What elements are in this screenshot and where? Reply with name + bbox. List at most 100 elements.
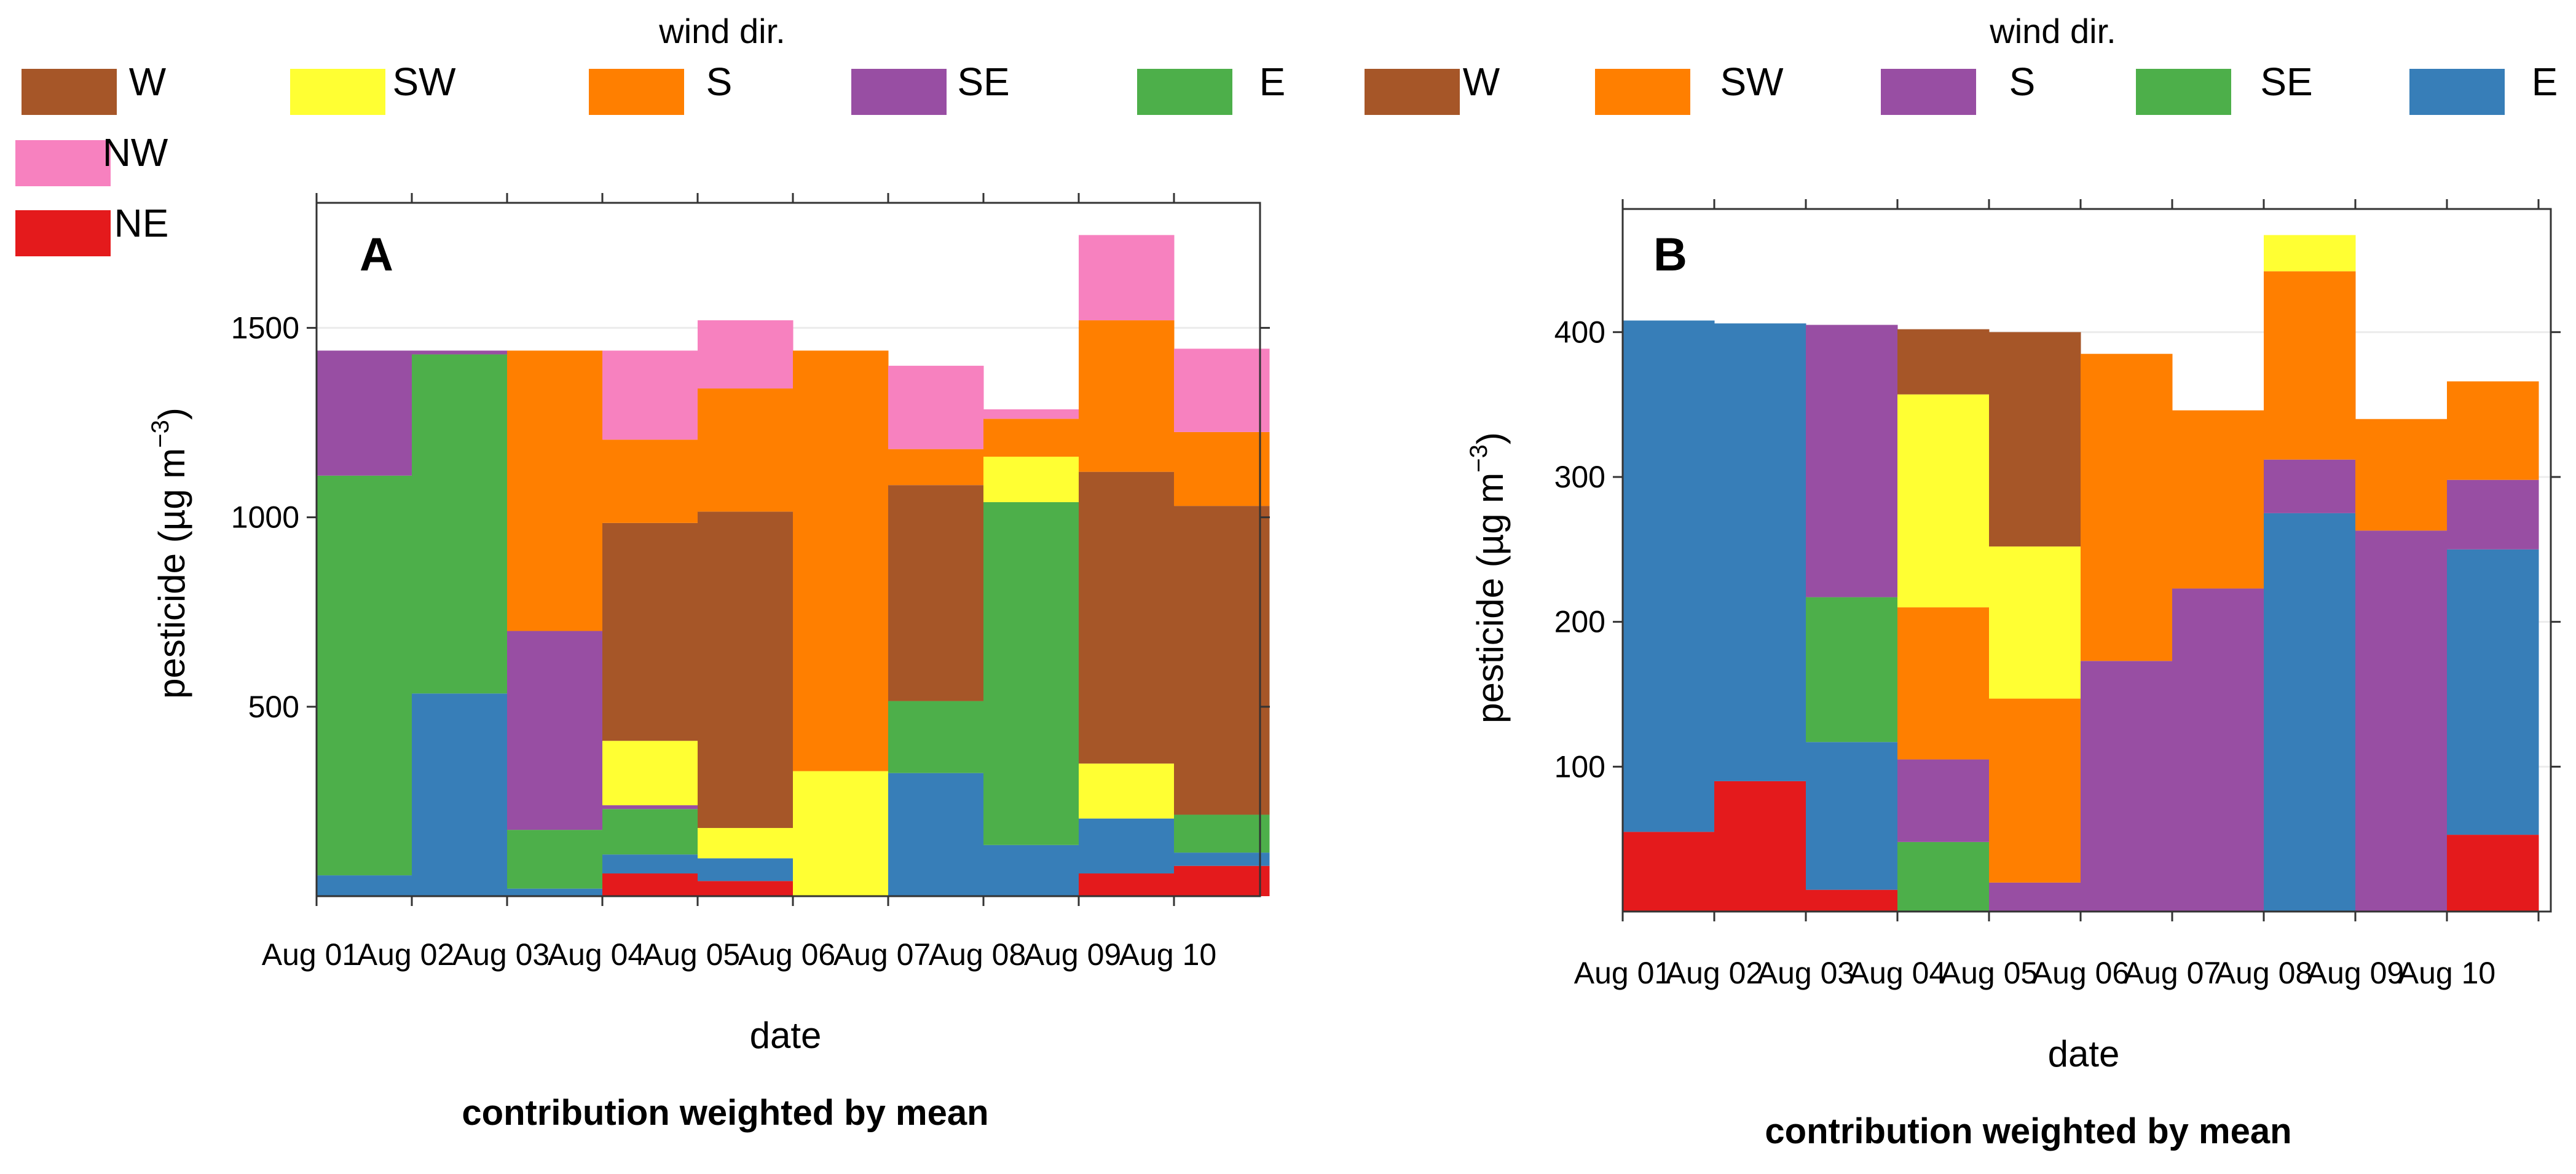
x-tick-label-b-5: Aug 06 bbox=[2032, 956, 2129, 990]
y-tick-label-b-0: 100 bbox=[1554, 749, 1605, 784]
y-tick-label-b-3: 400 bbox=[1554, 315, 1605, 349]
y-axis-label-b: pesticide (µg m−3) bbox=[1465, 432, 1511, 723]
bar-segment-a-aug-04-w-5 bbox=[602, 522, 698, 741]
bar-segment-a-aug-07-se-2 bbox=[888, 701, 984, 773]
bar-segment-a-aug-07-w-5 bbox=[888, 485, 984, 701]
bar-segment-a-aug-04-e-1 bbox=[602, 854, 698, 874]
bar-segment-a-aug-09-w-5 bbox=[1079, 471, 1175, 764]
bar-segment-b-aug-10-e-2 bbox=[2447, 549, 2539, 835]
bar-segment-b-aug-08-s-4 bbox=[2264, 459, 2356, 513]
y-tick-label-a-0: 500 bbox=[248, 690, 299, 724]
bar-segment-b-aug-10-ne-0 bbox=[2447, 835, 2539, 912]
x-tick-label-a-7: Aug 08 bbox=[929, 937, 1026, 972]
bars-a bbox=[317, 235, 1270, 896]
legend-swatch-b-se bbox=[2136, 69, 2231, 115]
bar-segment-b-aug-08-sw-6 bbox=[2264, 235, 2356, 272]
y-axis-label-close-b: ) bbox=[1470, 432, 1511, 444]
bar-segment-b-aug-05-sw-5 bbox=[1989, 698, 2081, 883]
bars-b bbox=[1623, 235, 2539, 912]
bar-segment-a-aug-04-nw-7 bbox=[602, 350, 698, 440]
legend-b: W SW S SE E bbox=[1365, 60, 2558, 115]
bar-segment-a-aug-05-w-5 bbox=[698, 511, 794, 829]
x-tick-label-b-9: Aug 10 bbox=[2398, 956, 2495, 990]
legend-swatch-a-w bbox=[22, 69, 117, 115]
bar-segment-b-aug-01-ne-0 bbox=[1623, 832, 1715, 912]
x-tick-label-b-7: Aug 08 bbox=[2215, 956, 2312, 990]
x-tick-label-b-4: Aug 05 bbox=[1940, 956, 2038, 990]
bar-segment-a-aug-07-e-1 bbox=[888, 773, 984, 896]
bar-segment-a-aug-01-se-2 bbox=[317, 475, 412, 876]
x-tick-label-a-1: Aug 02 bbox=[357, 937, 454, 972]
bar-segment-b-aug-05-w-7 bbox=[1989, 332, 2081, 547]
bar-segment-b-aug-09-sw-5 bbox=[2355, 419, 2448, 531]
x-tick-label-a-2: Aug 03 bbox=[452, 937, 549, 972]
legend-title-a: wind dir. bbox=[658, 12, 785, 50]
bar-segment-a-aug-09-sw-4 bbox=[1079, 763, 1175, 819]
y-tick-label-b-1: 200 bbox=[1554, 605, 1605, 639]
bar-segment-a-aug-04-sw-4 bbox=[602, 741, 698, 806]
x-tick-label-a-4: Aug 05 bbox=[643, 937, 740, 972]
x-tick-label-b-8: Aug 09 bbox=[2307, 956, 2404, 990]
bar-segment-b-aug-02-ne-0 bbox=[1714, 781, 1806, 912]
bar-segment-b-aug-03-s-4 bbox=[1806, 325, 1898, 597]
legend-label-b-w: W bbox=[1463, 60, 1500, 104]
x-axis-label-a: date bbox=[750, 1015, 822, 1056]
bar-segment-b-aug-10-sw-5 bbox=[2447, 381, 2539, 480]
bar-segment-a-aug-09-s-6 bbox=[1079, 320, 1175, 472]
legend-label-a-s: S bbox=[706, 60, 733, 104]
bar-segment-a-aug-03-s-6 bbox=[507, 350, 603, 631]
bar-segment-a-aug-04-s-6 bbox=[602, 439, 698, 523]
bar-segment-a-aug-03-e-1 bbox=[507, 888, 603, 896]
bar-segment-b-aug-08-sw-5 bbox=[2264, 271, 2356, 460]
legend-label-a-se: SE bbox=[957, 60, 1009, 104]
bar-segment-b-aug-04-se-1 bbox=[1897, 841, 1990, 912]
bar-segment-a-aug-10-e-1 bbox=[1174, 853, 1270, 866]
legend-swatch-a-ne bbox=[15, 210, 111, 256]
bar-segment-a-aug-09-ne-0 bbox=[1079, 873, 1175, 896]
y-axis-label-a: pesticide (µg m−3) bbox=[147, 408, 192, 699]
y-axis-label-close-a: ) bbox=[151, 408, 192, 420]
legend-label-b-s: S bbox=[2009, 60, 2036, 104]
bar-segment-a-aug-08-sw-4 bbox=[983, 456, 1079, 502]
x-tick-label-a-0: Aug 01 bbox=[262, 937, 359, 972]
x-tick-label-b-2: Aug 03 bbox=[1757, 956, 1854, 990]
bar-segment-a-aug-08-e-1 bbox=[983, 845, 1079, 896]
bar-segment-a-aug-02-se-2 bbox=[412, 354, 508, 694]
legend-label-a-nw: NW bbox=[103, 130, 168, 175]
bar-segment-a-aug-06-sw-4 bbox=[793, 771, 889, 896]
bar-segment-b-aug-06-sw-5 bbox=[2081, 353, 2173, 661]
bar-segment-a-aug-08-nw-7 bbox=[983, 409, 1079, 419]
legend-swatch-a-se bbox=[851, 69, 947, 115]
legend-swatch-b-sw bbox=[1595, 69, 1690, 115]
bar-segment-b-aug-03-e-2 bbox=[1806, 742, 1898, 890]
bar-segment-a-aug-05-nw-7 bbox=[698, 320, 794, 389]
y-tick-label-a-1: 1000 bbox=[231, 500, 299, 535]
legend-title-b: wind dir. bbox=[1989, 12, 2116, 50]
bar-segment-a-aug-10-w-5 bbox=[1174, 506, 1270, 815]
bar-segment-b-aug-07-s-4 bbox=[2172, 588, 2264, 912]
legend-label-a-sw: SW bbox=[392, 60, 456, 104]
bar-segment-a-aug-05-ne-0 bbox=[698, 881, 794, 896]
legend-swatch-b-s bbox=[1881, 69, 1976, 115]
x-tick-label-a-8: Aug 09 bbox=[1024, 937, 1121, 972]
bar-segment-a-aug-05-s-6 bbox=[698, 388, 794, 512]
y-axis-label-exp-a: −3 bbox=[147, 420, 174, 448]
caption-a: contribution weighted by mean bbox=[462, 1093, 988, 1133]
bar-segment-a-aug-04-s-3 bbox=[602, 805, 698, 810]
panel-label-b: B bbox=[1653, 229, 1687, 281]
bar-segment-a-aug-03-s-3 bbox=[507, 631, 603, 830]
panel-label-a: A bbox=[360, 229, 393, 281]
plot-frame-a bbox=[315, 202, 1261, 897]
bar-segment-b-aug-08-e-2 bbox=[2264, 513, 2356, 912]
legend-swatch-b-e bbox=[2409, 69, 2505, 115]
x-tick-label-b-6: Aug 07 bbox=[2124, 956, 2221, 990]
legend-label-b-e: E bbox=[2532, 60, 2558, 104]
x-tick-label-a-9: Aug 10 bbox=[1119, 937, 1216, 972]
bar-segment-a-aug-10-ne-0 bbox=[1174, 865, 1270, 896]
legend-swatch-a-e bbox=[1137, 69, 1232, 115]
bar-segment-b-aug-05-s-4 bbox=[1989, 882, 2081, 912]
bar-segment-a-aug-02-s-3 bbox=[412, 350, 508, 355]
caption-b: contribution weighted by mean bbox=[1765, 1111, 2291, 1151]
bar-segment-a-aug-07-nw-7 bbox=[888, 366, 984, 449]
